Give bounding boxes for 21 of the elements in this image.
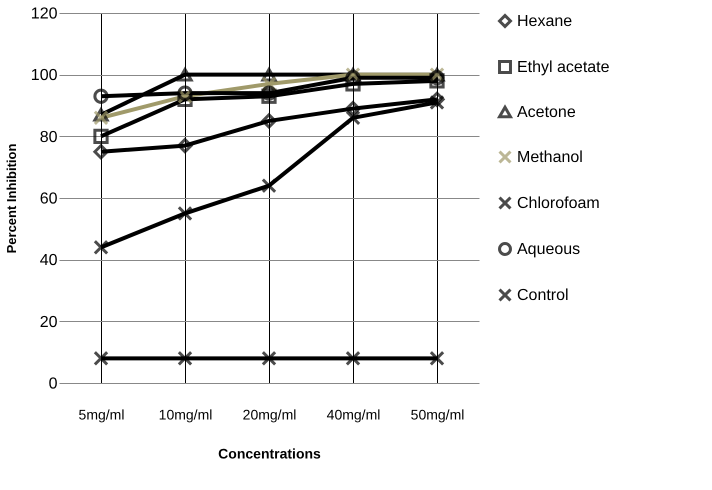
x-tick-label: 10mg/ml	[158, 406, 212, 422]
legend-label: Chlorofoam	[517, 195, 600, 212]
legend-label: Aqueous	[517, 241, 580, 258]
y-tick-label: 40	[40, 252, 58, 270]
y-axis-title: Percent Inhibition	[4, 144, 19, 254]
x-tick-label: 50mg/ml	[410, 406, 464, 422]
legend-label: Acetone	[517, 104, 576, 121]
y-tick-label: 120	[30, 6, 58, 22]
x-tick-label: 5mg/ml	[78, 406, 124, 422]
y-tick-label: 60	[40, 190, 58, 208]
y-tick-label: 100	[30, 67, 58, 84]
legend-label: Control	[517, 287, 569, 304]
legend-label: Hexane	[517, 13, 572, 30]
x-axis-title: Concentrations	[218, 446, 322, 462]
x-tick-label: 40mg/ml	[326, 406, 380, 422]
x-tick-label: 20mg/ml	[242, 406, 296, 422]
legend-label: Methanol	[517, 149, 583, 166]
legend-label: Ethyl acetate	[517, 59, 610, 76]
y-tick-label: 80	[40, 128, 58, 146]
y-tick-label: 0	[48, 376, 58, 392]
y-tick-label: 20	[40, 314, 58, 331]
